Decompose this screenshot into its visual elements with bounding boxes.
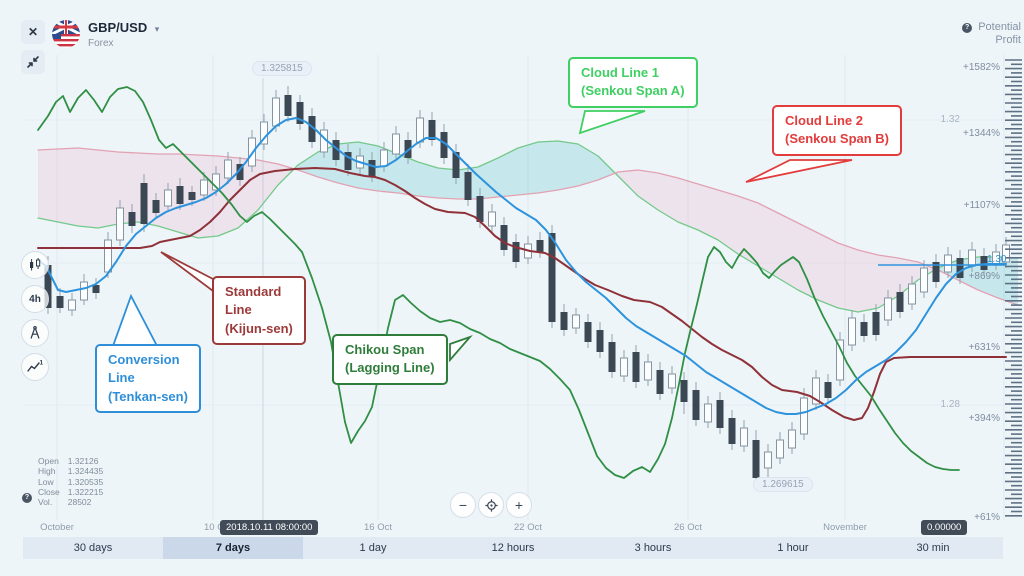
open-label: Open [38, 456, 59, 466]
percent-label: +394% [968, 413, 1000, 424]
timeframe-option-30-min[interactable]: 30 min [916, 542, 950, 554]
timeframe-option-1-day[interactable]: 1 day [359, 542, 387, 554]
candles-icon [30, 258, 41, 271]
chevron-down-icon: ▾ [154, 24, 160, 34]
timeframe-option-3-hours[interactable]: 3 hours [634, 542, 672, 554]
annotation-conversion-line: Conversion Line (Tenkan-sen) [95, 344, 201, 414]
open-value: 1.32126 [67, 456, 99, 466]
low-price-badge: 1.269615 [753, 477, 813, 492]
target-icon [484, 498, 498, 512]
low-value: 1.320535 [67, 476, 104, 487]
annotation-cloud-line-2: Cloud Line 2 (Senkou Span B) [772, 105, 903, 156]
indicator-icon: 1 [27, 360, 44, 372]
reset-view-button[interactable] [478, 492, 504, 518]
percent-label: +1107% [963, 200, 1000, 211]
compass-icon [30, 325, 40, 339]
timeframe-option-12-hours[interactable]: 12 hours [491, 542, 535, 554]
zoom-out-button[interactable]: − [450, 492, 476, 518]
low-label: Low [38, 476, 54, 487]
percent-label: +61% [974, 512, 1000, 523]
chart-type-button[interactable] [21, 251, 49, 279]
annotation-cloud-line-1: Cloud Line 1 (Senkou Span A) [568, 57, 698, 108]
timeframe-option-7-days[interactable]: 7 days [163, 537, 303, 559]
timeframe-option-30-days[interactable]: 30 days [73, 542, 113, 554]
high-price-badge: 1.325815 [252, 61, 312, 76]
current-price-label: 1.30 [987, 254, 1007, 265]
annotation-chikou-span: Chikou Span (Lagging Line) [332, 334, 448, 385]
plus-icon: + [514, 497, 524, 513]
high-label: High [38, 466, 56, 477]
timeframe-bar: 30 days 7 days 1 day 12 hours 3 hours 1 hour 3… [23, 537, 1003, 559]
close-icon: ✕ [27, 25, 39, 39]
x-axis-label: October [40, 522, 74, 533]
indicators-badge: 1 [40, 360, 44, 367]
help-icon[interactable]: ? [962, 23, 973, 33]
high-value: 1.324435 [67, 466, 104, 477]
drawing-tools-button[interactable] [21, 319, 49, 347]
x-axis-label: 16 Oct [364, 522, 392, 533]
potential-profit-panel: ? Potential Profit [941, 21, 1021, 46]
x-axis-label: 26 Oct [674, 522, 702, 533]
percent-label: +631% [968, 342, 1000, 353]
instrument-header[interactable]: GBP/USD ▾ Forex [52, 19, 159, 49]
timeframe-label: 4h [29, 293, 41, 305]
x-axis-label: November [823, 522, 867, 533]
zoom-in-button[interactable]: + [506, 492, 532, 518]
close-label: Close [38, 487, 60, 498]
indicators-button[interactable]: 1 [21, 353, 49, 381]
crosshair-time-tooltip: 2018.10.11 08:00:00 [220, 520, 319, 535]
minus-icon: − [458, 497, 468, 513]
collapse-button[interactable] [21, 50, 45, 74]
ohlc-info: Open 1.32126 High 1.324435 Low 1.320535 … [38, 456, 103, 508]
symbol-name: GBP/USD [88, 20, 148, 35]
vol-label: Vol. [38, 497, 53, 508]
percent-label: +869% [968, 271, 1000, 282]
help-icon[interactable]: ? [22, 493, 32, 503]
potential-profit-label-1: Potential [978, 21, 1021, 33]
price-scale-label: 1.28 [940, 399, 960, 410]
collapse-icon [27, 56, 39, 68]
annotation-standard-line: Standard Line (Kijun-sen) [212, 276, 306, 346]
timeframe-option-1-hour[interactable]: 1 hour [777, 542, 809, 554]
percent-label: +1344% [963, 128, 1000, 139]
x-axis-label: 10 Oct [204, 522, 232, 533]
timeframe-button[interactable]: 4h [21, 285, 49, 313]
zero-value-tooltip: 0.00000 [921, 520, 968, 535]
x-axis-label: 22 Oct [514, 522, 542, 533]
vol-value: 28502 [67, 497, 92, 508]
gbp-usd-flag-icon [52, 20, 80, 48]
market-type-label: Forex [88, 38, 114, 49]
price-scale-label: 1.32 [940, 114, 960, 125]
close-value: 1.322215 [67, 487, 104, 498]
close-button[interactable]: ✕ [21, 20, 45, 44]
potential-profit-label-2: Profit [995, 33, 1021, 46]
percent-label: +1582% [963, 62, 1000, 73]
